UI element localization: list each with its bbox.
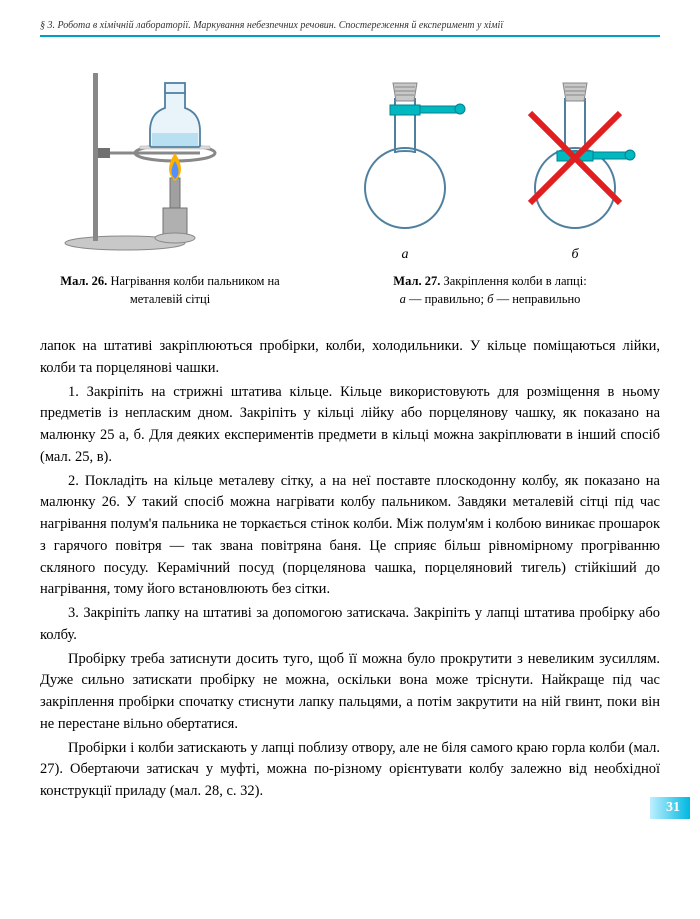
figure-26 (40, 53, 300, 263)
caption-26-text: Нагрівання колби пальником на металевій … (107, 274, 279, 306)
heating-setup-illustration (55, 53, 285, 253)
caption-row: Мал. 26. Нагрівання колби пальником на м… (40, 273, 660, 308)
caption-26-bold: Мал. 26. (60, 274, 107, 288)
paragraph-5: Пробірку треба затиснути досить туго, що… (40, 649, 660, 736)
caption-27-a-txt: — правильно; (406, 292, 487, 306)
paragraph-2: 1. Закріпіть на стрижні штатива кільце. … (40, 382, 660, 469)
caption-27-text: Закріплення колби в лапці: (440, 274, 586, 288)
caption-27: Мал. 27. Закріплення колби в лапці: а — … (320, 273, 660, 308)
flask-a-illustration (335, 53, 475, 243)
paragraph-6: Пробірки і колби затискають у лапці побл… (40, 738, 660, 803)
paragraph-1: лапок на штативі закріплюються пробірки,… (40, 336, 660, 380)
paragraph-3: 2. Покладіть на кільце металеву сітку, а… (40, 471, 660, 602)
section-header: § 3. Робота в хімічній лабораторії. Марк… (40, 20, 660, 37)
paragraph-4: 3. Закріпіть лапку на штативі за допомог… (40, 603, 660, 647)
page-number: 31 (650, 797, 690, 819)
label-a: а (402, 247, 409, 263)
label-b: б (571, 247, 578, 263)
figure-27: а (320, 53, 660, 263)
body-text: лапок на штативі закріплюються пробірки,… (40, 336, 660, 803)
caption-26: Мал. 26. Нагрівання колби пальником на м… (40, 273, 300, 308)
flask-b-illustration (505, 53, 645, 243)
caption-27-bold: Мал. 27. (393, 274, 440, 288)
flask-correct: а (335, 53, 475, 263)
caption-27-b-txt: — неправильно (493, 292, 580, 306)
flask-incorrect: б (505, 53, 645, 263)
figure-row: а (40, 53, 660, 263)
